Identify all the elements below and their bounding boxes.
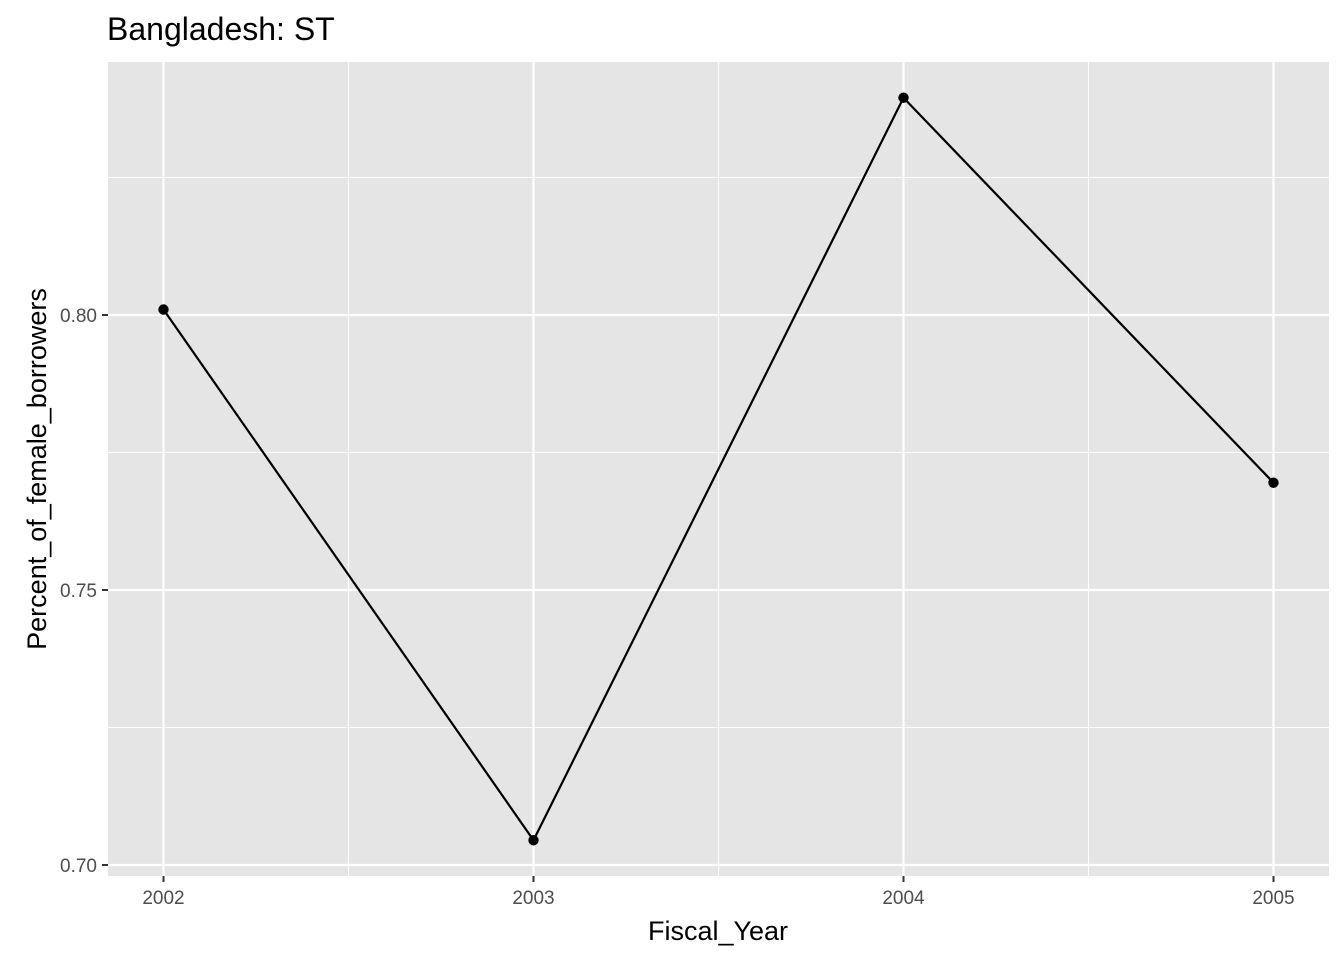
series-layer <box>158 92 1279 846</box>
y-tick-label: 0.75 <box>60 581 97 602</box>
x-tick-label: 2004 <box>882 888 925 909</box>
x-axis: 2002 2003 2004 2005 <box>142 876 1295 909</box>
major-gridlines <box>108 62 1329 876</box>
minor-gridlines <box>108 62 1329 876</box>
x-tick-label: 2005 <box>1252 888 1294 909</box>
data-point <box>898 92 909 103</box>
x-tick-label: 2003 <box>512 888 554 909</box>
y-axis-title: Percent_of_female_borrowers <box>22 288 52 650</box>
data-point <box>528 835 539 846</box>
series-line <box>162 96 1275 842</box>
x-axis-title: Fiscal_Year <box>648 916 788 946</box>
x-tick-label: 2002 <box>142 888 184 909</box>
data-point <box>158 304 169 315</box>
y-tick-label: 0.80 <box>60 306 97 327</box>
data-point <box>1268 477 1279 488</box>
chart-title: Bangladesh: ST <box>107 11 335 47</box>
y-tick-label: 0.70 <box>60 856 97 877</box>
y-axis: 0.70 0.75 0.80 <box>60 306 108 877</box>
